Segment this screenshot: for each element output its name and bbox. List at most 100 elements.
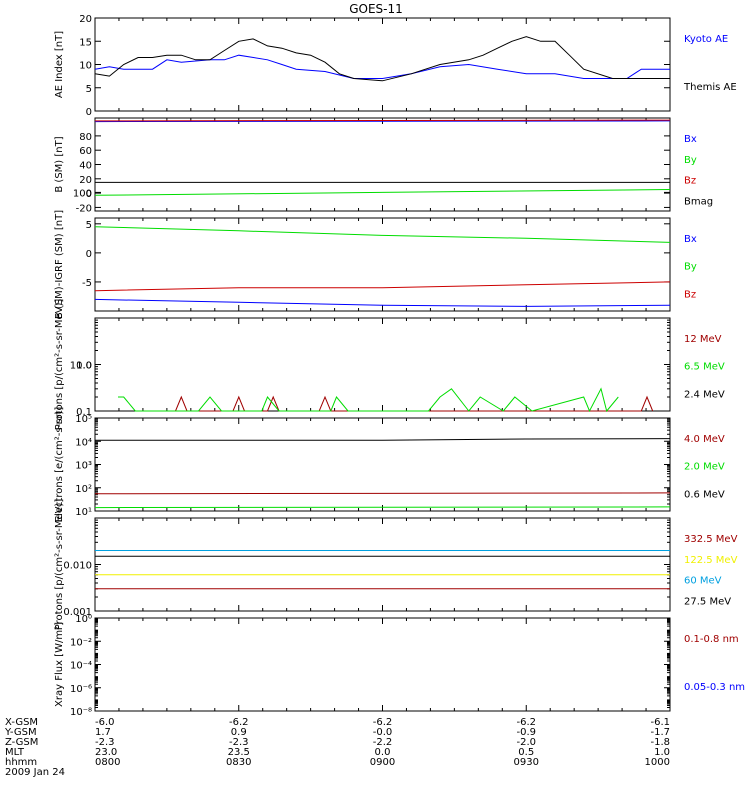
legend-2-0-mev: 2.0 MeV bbox=[684, 462, 725, 473]
legend-by: By bbox=[684, 155, 697, 166]
series-line-kyoto-ae bbox=[94, 54, 670, 79]
legend-bz: Bz bbox=[684, 289, 696, 300]
y-axis-label: AE Index [nT] bbox=[54, 31, 65, 98]
y-tick-label: 10 bbox=[79, 61, 92, 72]
y-tick-label: 1.0 bbox=[76, 361, 92, 372]
footer-z-1: -2.3 bbox=[229, 737, 249, 748]
y-tick-label: 0.010 bbox=[63, 561, 92, 572]
y-tick-label: 20 bbox=[79, 175, 92, 186]
series-line-themis-ae bbox=[94, 36, 670, 82]
footer-x-1: -6.2 bbox=[229, 717, 249, 728]
series-line-0-6-mev bbox=[95, 438, 671, 441]
legend-bz: Bz bbox=[684, 176, 696, 187]
y-tick-label: 10⁴ bbox=[75, 437, 92, 448]
legend-0-6-mev: 0.6 MeV bbox=[684, 489, 725, 500]
series-line-6-5-mev bbox=[118, 387, 619, 413]
footer-z-2: -2.2 bbox=[373, 737, 393, 748]
y-tick-label: 10⁰ bbox=[75, 614, 92, 625]
y-tick-label: 0.1 bbox=[76, 407, 92, 418]
footer-ephemeris: X-GSM Y-GSM Z-GSM MLT hhmm 2009 Jan 24 -… bbox=[4, 717, 670, 778]
series-line-bz bbox=[94, 281, 671, 292]
footer-x-0: -6.0 bbox=[95, 717, 115, 728]
legend-12-mev: 12 MeV bbox=[684, 334, 722, 345]
series-line-4-0-mev bbox=[94, 492, 671, 495]
y-tick-label: 15 bbox=[79, 37, 92, 48]
panel-frame bbox=[94, 17, 671, 112]
footer-mlt-2: 0.0 bbox=[375, 747, 391, 758]
footer-mlt-1: 23.5 bbox=[228, 747, 250, 758]
legend-122-5-mev: 122.5 MeV bbox=[684, 555, 738, 566]
y-tick-label: 5 bbox=[86, 84, 92, 95]
y-tick-label: 10⁻⁸ bbox=[70, 707, 92, 718]
y-tick-label: 80 bbox=[79, 132, 92, 143]
y-tick-label: 10³ bbox=[75, 461, 92, 472]
panel-frame bbox=[94, 417, 671, 512]
footer-row-label-x: X-GSM bbox=[5, 717, 38, 728]
panel-3: -5 0 5 B (SM)-IGRF (SM) [nT] Bx By Bz bbox=[54, 210, 697, 319]
panel-frame bbox=[94, 117, 671, 212]
panel-4: 0.1 1.010.0 Protons [p/(cm²-s-sr-MeV)] 12 M… bbox=[54, 299, 725, 431]
footer-row-label-hhmm: hhmm bbox=[5, 757, 37, 768]
footer-mlt-0: 23.0 bbox=[95, 747, 117, 758]
legend-4-0-mev: 4.0 MeV bbox=[684, 434, 725, 445]
footer-y-3: -0.9 bbox=[516, 727, 536, 738]
y-axis-label: Protons [p/(cm²-s-sr-MeV)] bbox=[54, 299, 65, 431]
legend-bx: Bx bbox=[684, 134, 697, 145]
legend-2-4-mev: 2.4 MeV bbox=[684, 389, 725, 400]
series-line-by bbox=[94, 226, 671, 243]
panels: 0 5 10 15 20 AE Index [nT] Kyoto AE Themis AE -2… bbox=[54, 14, 745, 718]
footer-x-3: -6.2 bbox=[516, 717, 536, 728]
legend-27-5-mev: 27.5 MeV bbox=[684, 596, 731, 607]
y-tick-label: 0 bbox=[86, 107, 92, 118]
footer-z-3: -2.0 bbox=[516, 737, 536, 748]
footer-hhmm-1: 0830 bbox=[226, 757, 251, 768]
footer-mlt-3: 0.5 bbox=[518, 747, 534, 758]
y-tick-label: 100 bbox=[73, 188, 92, 199]
footer-x-4: -6.1 bbox=[650, 717, 670, 728]
panel-frame bbox=[94, 617, 671, 712]
panel-7: 10⁻⁸ 10⁻⁶ 10⁻⁴ 10⁻² 10⁰ Xray Flux [W/m²] 0.1-0… bbox=[54, 614, 745, 718]
legend-0-05-0-3-nm: 0.05-0.3 nm bbox=[684, 682, 745, 693]
panel-2: -20 0 20 40 60 80 100 B (SM) [nT] Bx By Bz Bmag bbox=[54, 117, 713, 214]
footer-hhmm-3: 0930 bbox=[514, 757, 539, 768]
footer-hhmm-0: 0800 bbox=[95, 757, 120, 768]
y-tick-label: 5 bbox=[86, 220, 92, 231]
legend-bmag: Bmag bbox=[684, 196, 713, 207]
y-tick-label: 10² bbox=[75, 484, 92, 495]
footer-z-0: -2.3 bbox=[95, 737, 115, 748]
y-tick-label: 0.001 bbox=[63, 607, 92, 618]
y-axis-label: Electrons [e/(cm²-s-sr)] bbox=[54, 407, 65, 523]
y-tick-label: 20 bbox=[79, 14, 92, 25]
footer-date: 2009 Jan 24 bbox=[5, 767, 65, 778]
panel-1: 0 5 10 15 20 AE Index [nT] Kyoto AE Themis AE bbox=[54, 14, 737, 118]
series-line-12-mev bbox=[175, 395, 654, 412]
footer-row-label-y: Y-GSM bbox=[4, 727, 37, 738]
footer-row-label-z: Z-GSM bbox=[5, 737, 38, 748]
legend-bx: Bx bbox=[684, 234, 697, 245]
footer-y-0: 1.7 bbox=[95, 727, 111, 738]
y-axis-label: B (SM) [nT] bbox=[54, 136, 65, 192]
footer-mlt-4: 1.0 bbox=[654, 747, 670, 758]
footer-y-2: -0.0 bbox=[373, 727, 393, 738]
legend-kyoto-ae: Kyoto AE bbox=[684, 34, 728, 45]
y-axis-label: Protons [p/(cm²-s-sr-MeV)] bbox=[54, 499, 65, 631]
footer-y-1: 0.9 bbox=[231, 727, 247, 738]
legend-6-5-mev: 6.5 MeV bbox=[684, 362, 725, 373]
y-tick-label: 10.0 bbox=[70, 361, 92, 372]
panel-frame bbox=[94, 517, 671, 612]
series-line-by bbox=[94, 189, 671, 196]
legend-332-5-mev: 332.5 MeV bbox=[684, 534, 738, 545]
series-line-bx bbox=[94, 298, 671, 307]
footer-z-4: -1.8 bbox=[650, 737, 670, 748]
series-line-2-0-mev bbox=[94, 506, 671, 509]
y-axis-label: Xray Flux [W/m²] bbox=[54, 622, 65, 707]
y-tick-label: 10⁻² bbox=[70, 637, 92, 648]
y-tick-label: 10⁵ bbox=[75, 414, 92, 425]
panel-5: 10¹ 10² 10³ 10⁴ 10⁵ Electrons [e/(cm²-s-sr)] 4… bbox=[54, 407, 725, 523]
plot-title: GOES-11 bbox=[349, 2, 403, 16]
y-tick-label: -20 bbox=[76, 203, 92, 214]
legend-0-1-0-8-nm: 0.1-0.8 nm bbox=[684, 634, 739, 645]
panel-frame bbox=[94, 217, 671, 312]
legend-60-mev: 60 MeV bbox=[684, 576, 722, 587]
